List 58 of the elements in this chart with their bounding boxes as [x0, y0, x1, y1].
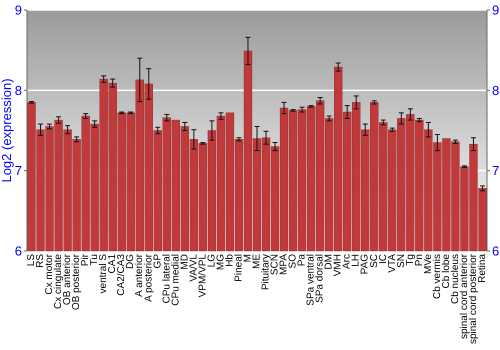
x-tick-label: SPa dorsal — [314, 254, 326, 303]
x-tick-label: Pa — [296, 254, 308, 266]
x-tick-label: Cb lobe — [440, 254, 452, 288]
y2-tick-label: 8 — [492, 82, 500, 98]
x-tick-label: SN — [396, 254, 407, 268]
x-tick-label: Tu — [89, 254, 100, 266]
x-tick-label: Pineal — [233, 254, 244, 282]
x-tick-label: MVe — [422, 254, 434, 274]
x-tick-label: VMH — [332, 254, 344, 276]
x-tick-label: Cb nucleus — [450, 254, 461, 304]
y-tick-label: 8 — [14, 82, 22, 98]
x-tick-label: LH — [350, 254, 362, 267]
x-tick-label: M — [242, 254, 254, 262]
x-tick-label: Pituitary — [260, 254, 272, 290]
x-tick-label: VTA — [386, 254, 398, 273]
x-tick-label: VA/VL — [188, 254, 200, 282]
x-tick-label: IC — [378, 254, 389, 264]
x-tick-label: Tg — [404, 254, 416, 266]
x-tick-label: LS — [26, 254, 38, 266]
x-tick-label: SCN — [270, 254, 281, 276]
y2-tick-label: 7 — [492, 163, 500, 178]
x-tick-label: GP — [152, 254, 164, 268]
x-tick-label: ME — [252, 254, 262, 269]
y2-tick-label: 9 — [492, 2, 500, 18]
x-tick-label: MG — [215, 254, 226, 270]
y-axis-title: Log2 (expression) — [0, 78, 14, 183]
x-tick-label: LG — [206, 254, 218, 268]
x-tick-label: Cb vermis — [432, 254, 443, 300]
x-tick-label: A anterior — [134, 253, 146, 297]
x-tick-label: Pn — [414, 254, 425, 266]
x-tick-label: OB anterior — [62, 253, 74, 306]
x-tick-label: SC — [368, 254, 380, 268]
x-tick-label: Hb — [224, 254, 236, 267]
x-tick-label: SO — [288, 254, 299, 268]
x-tick-label: Arc — [342, 254, 353, 269]
x-tick-label: PAG — [360, 254, 371, 274]
x-tick-label: ventral S — [98, 254, 110, 294]
x-tick-label: MPA — [278, 254, 290, 275]
x-tick-label: A posterior — [143, 253, 154, 302]
x-tick-label: Cx cingulate — [53, 254, 64, 310]
x-tick-label: Pir — [80, 253, 92, 266]
y-tick-label: 9 — [14, 2, 22, 18]
x-tick-label: CPu medial — [170, 254, 182, 306]
x-tick-label: DG — [125, 254, 136, 269]
x-tick-label: RS — [35, 254, 46, 268]
x-tick-label: VPM/VPL — [197, 254, 208, 298]
x-tick-label: CPu lateral — [161, 254, 172, 304]
y2-tick-label: 6 — [492, 244, 500, 258]
y-tick-label: 6 — [14, 244, 22, 258]
x-tick-label: MD — [179, 254, 190, 270]
x-tick-label: DM — [324, 254, 335, 270]
x-tick-label: CA2/CA3 — [116, 254, 128, 296]
x-tick-label: spinal cord anterior — [458, 253, 470, 340]
x-tick-label: OB posterior — [71, 253, 82, 310]
x-tick-label: CA1 — [107, 254, 118, 274]
x-tick-label: spinal cord posterior — [468, 253, 479, 344]
y-tick-label: 7 — [14, 163, 22, 178]
x-tick-label: Retina — [476, 254, 488, 283]
